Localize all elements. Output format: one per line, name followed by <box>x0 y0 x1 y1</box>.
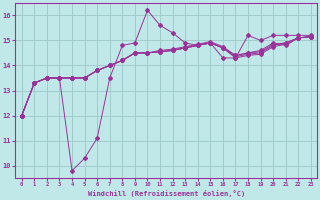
X-axis label: Windchill (Refroidissement éolien,°C): Windchill (Refroidissement éolien,°C) <box>88 190 245 197</box>
